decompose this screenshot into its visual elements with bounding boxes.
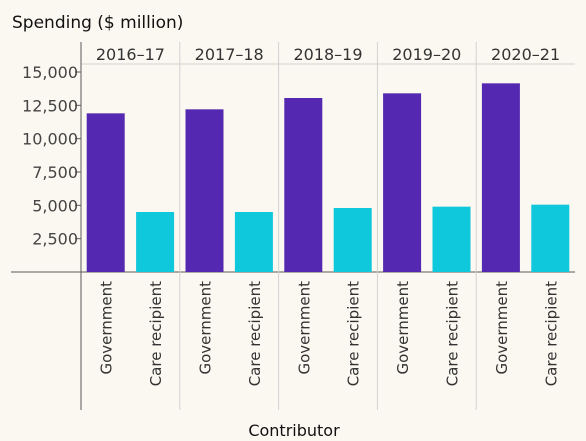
panel-2017–18: 2017–18 Government Care recipient xyxy=(179,42,279,410)
chart-title: Spending ($ million) xyxy=(12,13,183,33)
panel-2018–19: 2018–19 Government Care recipient xyxy=(278,42,378,410)
panel-2016–17: 2016–17 Government Care recipient xyxy=(81,45,180,386)
bar-care-recipient xyxy=(432,206,471,272)
bar-care-recipient xyxy=(136,212,175,272)
panel-2020–21: 2020–21 Government Care recipient xyxy=(475,42,575,410)
bar-care-recipient xyxy=(531,204,570,272)
category-label: Government xyxy=(197,281,215,375)
category-label: Government xyxy=(295,281,313,375)
panel-label: 2016–17 xyxy=(96,45,165,64)
category-label: Care recipient xyxy=(246,281,264,386)
category-label: Care recipient xyxy=(345,281,363,386)
y-tick-label: 2,500 xyxy=(32,230,78,249)
x-axis-title: Contributor xyxy=(248,421,340,440)
panel-label: 2018–19 xyxy=(293,45,362,64)
y-tick-label: 10,000 xyxy=(22,130,78,149)
chart-panels: 2016–17 Government Care recipient 2017–18 Go… xyxy=(11,42,575,410)
bar-government xyxy=(481,83,520,272)
bar-government xyxy=(284,98,323,272)
bar-care-recipient xyxy=(234,212,273,272)
category-label: Care recipient xyxy=(542,281,560,386)
category-label: Government xyxy=(394,281,412,375)
category-label: Care recipient xyxy=(444,281,462,386)
bar-government xyxy=(86,113,125,272)
bar-government xyxy=(383,93,422,272)
category-label: Government xyxy=(493,281,511,375)
y-tick-label: 12,500 xyxy=(22,96,78,115)
panel-label: 2019–20 xyxy=(392,45,461,64)
panel-label: 2020–21 xyxy=(491,45,560,64)
y-tick-label: 7,500 xyxy=(32,163,78,182)
y-tick-label: 5,000 xyxy=(32,196,78,215)
y-axis: 2,500 5,000 7,500 10,000 12,500 15,000 xyxy=(22,42,82,410)
panel-label: 2017–18 xyxy=(195,45,264,64)
y-tick-label: 15,000 xyxy=(22,63,78,82)
panel-2019–20: 2019–20 Government Care recipient xyxy=(376,42,477,410)
category-label: Government xyxy=(98,281,116,375)
bar-government xyxy=(185,109,224,272)
category-label: Care recipient xyxy=(147,281,165,386)
bar-care-recipient xyxy=(333,208,372,272)
